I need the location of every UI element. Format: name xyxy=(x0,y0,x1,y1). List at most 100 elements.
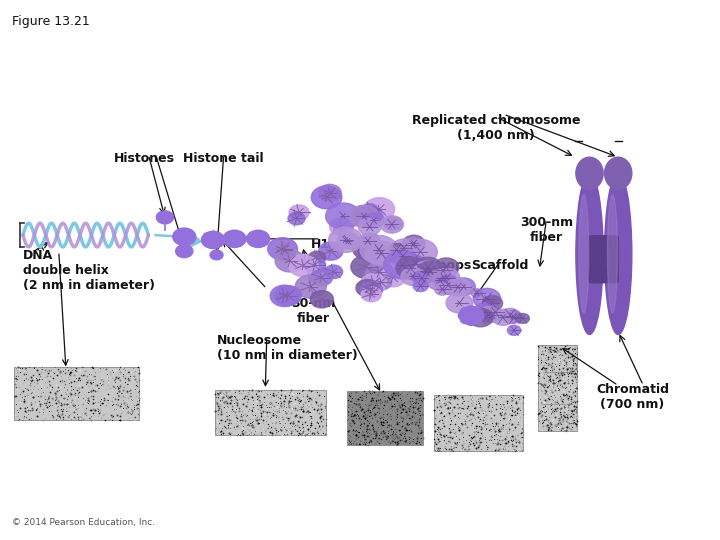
Ellipse shape xyxy=(576,157,603,190)
Circle shape xyxy=(310,269,333,286)
Text: Replicated chromosome
(1,400 nm): Replicated chromosome (1,400 nm) xyxy=(412,114,580,142)
Circle shape xyxy=(471,289,482,298)
Circle shape xyxy=(392,239,415,257)
Circle shape xyxy=(364,198,395,220)
Circle shape xyxy=(516,314,529,323)
Circle shape xyxy=(458,312,469,320)
Circle shape xyxy=(361,204,378,216)
Circle shape xyxy=(288,212,305,225)
Circle shape xyxy=(360,233,379,248)
Circle shape xyxy=(330,218,354,235)
Circle shape xyxy=(275,286,302,306)
Circle shape xyxy=(508,313,521,322)
Circle shape xyxy=(465,306,477,315)
Text: Nucleosome
(10 nm in diameter): Nucleosome (10 nm in diameter) xyxy=(217,334,357,362)
Text: Scaffold: Scaffold xyxy=(471,259,528,272)
Circle shape xyxy=(470,315,482,324)
Bar xyxy=(538,345,577,431)
Ellipse shape xyxy=(605,173,632,334)
Text: 30-nm
fiber: 30-nm fiber xyxy=(291,297,336,325)
Text: Loops: Loops xyxy=(431,259,472,272)
Circle shape xyxy=(433,258,459,276)
Circle shape xyxy=(478,307,499,323)
Circle shape xyxy=(402,235,425,252)
Circle shape xyxy=(275,242,293,256)
Circle shape xyxy=(404,239,437,265)
Circle shape xyxy=(275,250,305,272)
Circle shape xyxy=(353,206,379,225)
Circle shape xyxy=(413,271,431,285)
Circle shape xyxy=(329,227,362,252)
Circle shape xyxy=(173,228,196,245)
Circle shape xyxy=(436,265,451,276)
Circle shape xyxy=(380,215,403,233)
Circle shape xyxy=(247,230,269,247)
Bar xyxy=(433,395,523,451)
Circle shape xyxy=(361,287,382,302)
Circle shape xyxy=(270,285,299,307)
Circle shape xyxy=(446,278,470,296)
Circle shape xyxy=(360,235,397,264)
Text: Histone tail: Histone tail xyxy=(184,152,264,165)
Circle shape xyxy=(415,257,442,278)
Ellipse shape xyxy=(605,157,632,190)
Circle shape xyxy=(470,308,482,316)
Circle shape xyxy=(359,218,381,235)
Circle shape xyxy=(364,213,384,228)
Circle shape xyxy=(289,254,318,276)
Circle shape xyxy=(388,244,405,256)
Circle shape xyxy=(319,242,343,260)
Circle shape xyxy=(472,312,484,320)
Text: Chromatid
(700 nm): Chromatid (700 nm) xyxy=(596,383,669,411)
Circle shape xyxy=(490,308,501,316)
Circle shape xyxy=(479,295,491,304)
Circle shape xyxy=(325,203,361,229)
Circle shape xyxy=(304,257,325,274)
Circle shape xyxy=(473,302,499,322)
Circle shape xyxy=(349,205,379,227)
Circle shape xyxy=(426,270,454,291)
Circle shape xyxy=(384,217,402,231)
Circle shape xyxy=(413,280,428,292)
Ellipse shape xyxy=(576,173,603,334)
Circle shape xyxy=(384,251,422,279)
Circle shape xyxy=(434,268,460,287)
Circle shape xyxy=(325,265,343,279)
Circle shape xyxy=(295,275,326,298)
Circle shape xyxy=(176,245,193,258)
Circle shape xyxy=(473,288,500,309)
Ellipse shape xyxy=(608,195,618,313)
Circle shape xyxy=(369,247,386,259)
Circle shape xyxy=(433,269,456,287)
Text: Histones: Histones xyxy=(114,152,176,165)
Circle shape xyxy=(359,242,384,262)
Circle shape xyxy=(483,308,502,322)
Circle shape xyxy=(492,309,513,326)
Bar xyxy=(14,367,140,421)
Circle shape xyxy=(401,267,425,286)
Circle shape xyxy=(289,205,309,220)
Circle shape xyxy=(268,238,297,260)
Circle shape xyxy=(358,208,383,227)
Circle shape xyxy=(359,234,377,248)
Circle shape xyxy=(353,237,383,260)
Circle shape xyxy=(210,250,223,260)
Circle shape xyxy=(390,247,416,266)
FancyBboxPatch shape xyxy=(588,235,619,284)
Circle shape xyxy=(356,280,379,296)
Circle shape xyxy=(337,232,359,249)
Circle shape xyxy=(308,251,326,265)
Circle shape xyxy=(202,231,225,248)
Ellipse shape xyxy=(579,195,589,313)
Circle shape xyxy=(156,211,174,224)
Text: 300-nm
fiber: 300-nm fiber xyxy=(520,217,573,244)
Circle shape xyxy=(351,255,382,278)
Circle shape xyxy=(413,261,440,282)
Circle shape xyxy=(371,274,392,290)
Circle shape xyxy=(318,184,341,201)
Circle shape xyxy=(311,186,342,209)
Circle shape xyxy=(361,274,387,293)
Circle shape xyxy=(452,278,475,295)
Circle shape xyxy=(365,241,397,265)
Text: © 2014 Pearson Education, Inc.: © 2014 Pearson Education, Inc. xyxy=(12,518,156,527)
